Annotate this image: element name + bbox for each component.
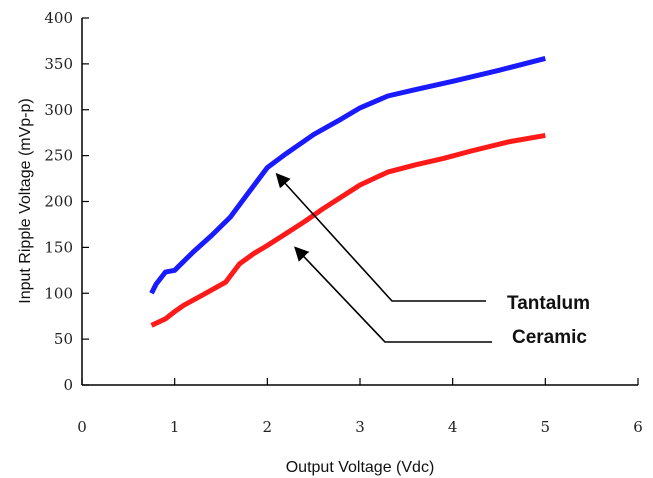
x-tick-label: 4 [448,418,458,436]
x-tick-label: 5 [541,418,551,436]
y-tick-label: 250 [44,147,73,165]
y-tick-label: 100 [44,284,73,302]
x-tick-label: 0 [77,418,87,436]
annotation-arrow-tantalum [275,172,486,302]
x-tick-label: 6 [633,418,643,436]
y-tick-label: 400 [44,9,73,27]
x-tick-label: 2 [263,418,273,436]
y-tick-label: 0 [63,376,73,394]
series-line-tantalum [149,55,546,295]
y-tick-label: 50 [54,330,73,348]
annotation-arrow-ceramic [294,246,492,343]
y-tick-label: 200 [44,193,73,211]
y-axis-label: Input Ripple Voltage (mVp-p) [17,98,34,303]
data-series [149,55,546,328]
annotations: Tantalum Ceramic [275,172,590,348]
x-axis-label: Output Voltage (Vdc) [286,459,435,476]
annotation-label-ceramic: Ceramic [512,327,587,348]
axes [81,17,639,386]
annotation-label-tantalum: Tantalum [507,293,590,314]
y-tick-label: 300 [44,101,73,119]
series-line-ceramic [150,132,546,328]
y-tick-label: 150 [44,238,73,256]
tick-labels: 0 50 100 150 200 250 300 350 400 0 1 2 3 4 5 6 [44,9,642,436]
x-tick-label: 1 [170,418,180,436]
y-tick-label: 350 [44,55,73,73]
x-tick-label: 3 [355,418,365,436]
